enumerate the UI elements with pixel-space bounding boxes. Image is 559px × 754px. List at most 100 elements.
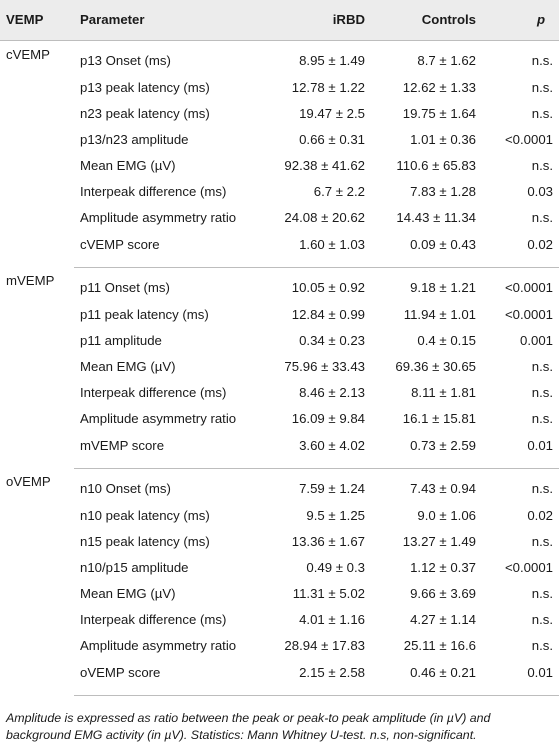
group-label: mVEMP [6,273,55,288]
table-row: n10/p15 amplitude 0.49 ± 0.3 1.12 ± 0.37 <0… [0,555,559,581]
controls-cell: 1.12 ± 0.37 [410,560,476,575]
parameter-cell: p11 amplitude [80,333,162,348]
controls-cell: 14.43 ± 11.34 [396,210,476,225]
table-row: Mean EMG (µV) 11.31 ± 5.02 9.66 ± 3.69 n.s. [0,581,559,607]
irbd-cell: 4.01 ± 1.16 [299,612,365,627]
parameter-cell: p11 Onset (ms) [80,280,170,295]
table-row: oVEMP n10 Onset (ms) 7.59 ± 1.24 7.43 ± 0.9… [0,468,559,503]
p-value-cell: <0.0001 [504,280,553,295]
irbd-cell: 28.94 ± 17.83 [284,638,365,653]
irbd-cell: 7.59 ± 1.24 [299,481,365,496]
irbd-cell: 11.31 ± 5.02 [292,586,365,601]
table-row: Interpeak difference (ms) 4.01 ± 1.16 4.27… [0,607,559,633]
controls-cell: 8.11 ± 1.81 [411,385,476,400]
header-parameter: Parameter [74,0,247,41]
controls-cell: 12.62 ± 1.33 [402,80,476,95]
controls-cell: 25.11 ± 16.6 [403,638,476,653]
irbd-cell: 75.96 ± 33.43 [284,359,365,374]
parameter-cell: n23 peak latency (ms) [80,106,210,121]
p-value-cell: n.s. [531,80,553,95]
irbd-cell: 16.09 ± 9.84 [291,411,365,426]
p-value-cell: n.s. [531,411,553,426]
header-controls: Controls [367,0,478,41]
parameter-cell: Mean EMG (µV) [80,158,176,173]
irbd-cell: 8.46 ± 2.13 [299,385,365,400]
parameter-cell: oVEMP score [74,658,247,696]
irbd-cell: 3.60 ± 4.02 [247,431,367,469]
table-row: p11 amplitude 0.34 ± 0.23 0.4 ± 0.15 0.001 [0,328,559,354]
controls-cell: 0.09 ± 0.43 [367,230,478,268]
p-value-cell: n.s. [531,481,553,496]
parameter-cell: Interpeak difference (ms) [80,184,227,199]
irbd-cell: 0.49 ± 0.3 [306,560,365,575]
irbd-cell: 6.7 ± 2.2 [313,184,365,199]
p-value-cell: 0.01 [478,658,559,696]
parameter-cell: Interpeak difference (ms) [80,612,227,627]
irbd-cell: 12.78 ± 1.22 [291,80,365,95]
table-row: cVEMP score 1.60 ± 1.03 0.09 ± 0.43 0.02 [0,230,559,268]
table-row: mVEMP p11 Onset (ms) 10.05 ± 0.92 9.18 ± 1.… [0,267,559,302]
table-row: Amplitude asymmetry ratio 24.08 ± 20.62 14… [0,205,559,231]
p-value-cell: 0.02 [478,230,559,268]
parameter-cell: Interpeak difference (ms) [80,385,227,400]
table-row: Amplitude asymmetry ratio 16.09 ± 9.84 16.… [0,406,559,432]
table-body: cVEMP p13 Onset (ms) 8.95 ± 1.49 8.7 ± 1.62… [0,40,559,696]
controls-cell: 7.83 ± 1.28 [410,184,476,199]
irbd-cell: 24.08 ± 20.62 [284,210,365,225]
controls-cell: 9.66 ± 3.69 [410,586,476,601]
table-row: Mean EMG (µV) 92.38 ± 41.62 110.6 ± 65.83 n… [0,153,559,179]
irbd-cell: 9.5 ± 1.25 [306,508,365,523]
p-value-cell: n.s. [531,612,553,627]
irbd-cell: 8.95 ± 1.49 [299,53,365,68]
vemp-results-table: VEMP Parameter iRBD Controls p cVEMP p13 … [0,0,559,696]
table-row: Interpeak difference (ms) 8.46 ± 2.13 8.11… [0,380,559,406]
p-value-cell: n.s. [531,53,553,68]
p-value-cell: 0.02 [527,508,553,523]
parameter-cell: n10/p15 amplitude [80,560,189,575]
header-irbd: iRBD [247,0,367,41]
p-value-cell: n.s. [531,638,553,653]
controls-cell: 19.75 ± 1.64 [402,106,476,121]
header-vemp: VEMP [0,0,74,41]
controls-cell: 0.4 ± 0.15 [417,333,476,348]
p-value-cell: n.s. [531,106,553,121]
parameter-cell: Amplitude asymmetry ratio [80,638,237,653]
parameter-cell: cVEMP score [74,230,247,268]
parameter-cell: n10 Onset (ms) [80,481,171,496]
controls-cell: 110.6 ± 65.83 [396,158,476,173]
p-value-cell: <0.0001 [504,560,553,575]
p-value-cell: 0.01 [478,431,559,469]
p-value-cell: n.s. [531,359,553,374]
table-footnote: Amplitude is expressed as ratio between … [6,710,491,742]
header-p: p [478,0,559,41]
group-label: oVEMP [6,474,51,489]
parameter-cell: Amplitude asymmetry ratio [80,210,237,225]
table-row: cVEMP p13 Onset (ms) 8.95 ± 1.49 8.7 ± 1.62… [0,40,559,75]
table-row: p13 peak latency (ms) 12.78 ± 1.22 12.62 ±… [0,75,559,101]
table-row: n10 peak latency (ms) 9.5 ± 1.25 9.0 ± 1.0… [0,503,559,529]
p-value-cell: <0.0001 [504,307,553,322]
table-header: VEMP Parameter iRBD Controls p [0,0,559,41]
p-value-cell: n.s. [531,534,553,549]
irbd-cell: 2.15 ± 2.58 [247,658,367,696]
table-row: oVEMP score 2.15 ± 2.58 0.46 ± 0.21 0.01 [0,658,559,696]
controls-cell: 1.01 ± 0.36 [410,132,476,147]
controls-cell: 7.43 ± 0.94 [410,481,476,496]
table-row: Interpeak difference (ms) 6.7 ± 2.2 7.83 ±… [0,179,559,205]
parameter-cell: Mean EMG (µV) [80,586,176,601]
controls-cell: 4.27 ± 1.14 [410,612,476,627]
irbd-cell: 0.34 ± 0.23 [299,333,365,348]
parameter-cell: p11 peak latency (ms) [80,307,209,322]
controls-cell: 9.18 ± 1.21 [410,280,476,295]
parameter-cell: n15 peak latency (ms) [80,534,210,549]
controls-cell: 0.46 ± 0.21 [367,658,478,696]
controls-cell: 8.7 ± 1.62 [417,53,476,68]
parameter-cell: mVEMP score [74,431,247,469]
parameter-cell: n10 peak latency (ms) [80,508,210,523]
parameter-cell: Mean EMG (µV) [80,359,176,374]
parameter-cell: p13 Onset (ms) [80,53,171,68]
table-row: p11 peak latency (ms) 12.84 ± 0.99 11.94 ±… [0,302,559,328]
controls-cell: 9.0 ± 1.06 [417,508,476,523]
p-value-cell: n.s. [531,385,553,400]
